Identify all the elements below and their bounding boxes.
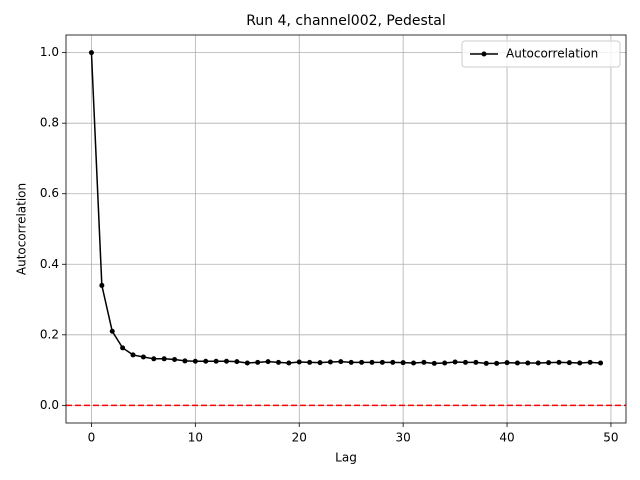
y-tick-label: 0.4 [40, 257, 59, 271]
data-point [390, 359, 396, 365]
plot-frame [65, 34, 627, 424]
data-point [255, 359, 261, 365]
data-point [442, 360, 448, 366]
data-point [151, 356, 157, 362]
legend-marker [481, 51, 487, 57]
data-point [161, 356, 167, 362]
data-point [421, 359, 427, 365]
legend-box [461, 40, 621, 68]
data-point [140, 354, 146, 360]
data-point [483, 360, 489, 366]
y-tick-label: 0.6 [40, 186, 59, 200]
data-point [577, 360, 583, 366]
y-tick-label: 0.0 [40, 398, 59, 412]
data-point [307, 359, 313, 365]
data-point [244, 360, 250, 366]
chart-title: Run 4, channel002, Pedestal [246, 13, 445, 29]
data-point [411, 360, 417, 366]
legend-label: Autocorrelation [506, 47, 598, 61]
data-point [296, 359, 302, 365]
y-tick-label: 0.2 [40, 327, 59, 341]
data-point [556, 359, 562, 365]
data-point [598, 360, 604, 366]
data-point [192, 358, 198, 364]
data-point [546, 360, 552, 366]
data-point [99, 282, 105, 288]
data-point [379, 359, 385, 365]
data-point [431, 360, 437, 366]
data-point [224, 358, 230, 364]
y-tick-label: 1.0 [40, 45, 59, 59]
x-tick-label: 10 [188, 431, 203, 445]
data-point [317, 360, 323, 366]
data-point [494, 360, 500, 366]
data-point [473, 359, 479, 365]
data-point [327, 359, 333, 365]
data-point [400, 360, 406, 366]
data-point [369, 359, 375, 365]
data-point [130, 352, 136, 358]
data-point [504, 360, 510, 366]
data-point [88, 50, 94, 56]
y-tick-label: 0.8 [40, 116, 59, 130]
data-point [182, 358, 188, 364]
x-tick-label: 30 [396, 431, 411, 445]
data-point [203, 358, 209, 364]
x-tick-label: 0 [88, 431, 96, 445]
x-tick-label: 20 [292, 431, 307, 445]
data-point [275, 359, 281, 365]
data-point [587, 359, 593, 365]
data-point [348, 359, 354, 365]
data-point [265, 359, 271, 365]
data-point [566, 360, 572, 366]
x-tick-label: 50 [603, 431, 618, 445]
data-point [452, 359, 458, 365]
data-point [359, 359, 365, 365]
data-point [109, 328, 115, 334]
data-point [525, 360, 531, 366]
x-tick-label: 40 [499, 431, 514, 445]
data-point [172, 357, 178, 363]
data-point [338, 359, 344, 365]
data-point [286, 360, 292, 366]
x-axis-label: Lag [335, 451, 357, 465]
data-point [213, 358, 219, 364]
data-point [120, 345, 126, 351]
y-axis-label: Autocorrelation [15, 183, 29, 275]
data-point [535, 360, 541, 366]
data-point [514, 360, 520, 366]
data-point [234, 359, 240, 365]
data-point [462, 359, 468, 365]
